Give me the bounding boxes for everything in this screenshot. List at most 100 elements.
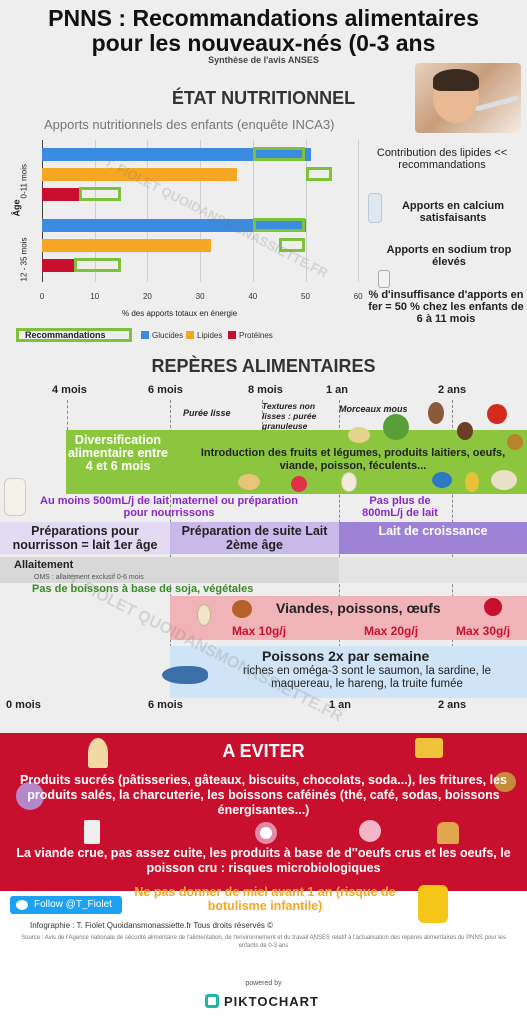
legend-lipides: Lipides [197,331,223,340]
gridline [94,140,96,282]
egg-icon [197,604,211,626]
prep2-band [170,522,339,554]
bar-lipides [42,239,211,252]
viandes-band [170,596,527,640]
y-axis-label: Âge [11,199,22,217]
x-tick-label: 30 [195,292,205,301]
hazelnut-icon [507,434,523,450]
note-calcium: Apports en calcium satisfaisants [401,200,505,224]
title-line-2: pour les nouveaux-nés (0-3 ans [91,30,436,56]
texture-puree-lisse: Purée lisse [183,408,231,418]
poissons-band [170,646,527,698]
ice-cream-icon [88,738,108,768]
fries-icon [415,738,443,758]
x-tick-label: 40 [248,292,258,301]
piktochart-brand[interactable]: PIKTOCHART [224,994,319,1009]
milk-bottle-icon [368,193,382,223]
reco-range-lipides [279,238,306,252]
legend-reco-label: Recommandations [25,330,106,340]
age-top-8-mois: 8 mois [248,384,283,396]
bar-protéines [42,259,74,272]
poissons-title: Poissons 2x par semaine [262,648,430,664]
age-bottom-2-ans: 2 ans [438,699,467,711]
prep2-text: Préparation de suite Lait 2ème âge [181,524,328,552]
y-axis-line [42,140,43,282]
lollipop-icon [359,820,381,842]
reco-range-lipides [305,167,332,181]
chicken-leg-icon [232,600,252,618]
credits-text: Infographie : T. Fiolet Quoidansmonassie… [30,921,274,930]
powered-by: powered by [245,980,282,987]
steak-icon [484,598,502,616]
honey-jar-icon [418,885,448,923]
baby-bottle-icon [4,478,26,516]
eviter-heading: A EVITER [222,741,305,761]
potato-icon [428,402,444,424]
legend-proteines-swatch [228,331,236,339]
legend-glucides-swatch [141,331,149,339]
diversification-text: Diversification alimentaire entre 4 et 6… [67,433,169,473]
x-tick-label: 0 [39,292,45,301]
max-30g: Max 30g/j [456,624,511,638]
baby-photo [415,63,521,133]
cupcake-icon [16,782,44,810]
cheese-icon [348,427,370,443]
texture-morceaux-mous: Morceaux mous [339,404,408,414]
allaitement-text: Allaitement [14,559,74,571]
lait-max-text: Pas plus de 800mL/j de lait [362,495,438,519]
gridline [200,140,202,282]
reco-range-glucides [252,147,306,161]
bar-protéines [42,188,79,201]
sucres-text: Produits sucrés (pâtisseries, gâteaux, b… [20,773,507,817]
age-top-1-an: 1 an [326,384,349,396]
reco-range-protéines [73,258,122,272]
age-bottom-0-mois: 0 mois [6,699,41,711]
dash-8m [262,400,263,430]
prep3-band [339,522,527,554]
max-20g: Max 20g/j [364,624,419,638]
dolphin-icon [162,666,208,684]
x-tick-label: 50 [301,292,310,301]
x-tick-label: 20 [142,292,152,301]
follow-twitter-button[interactable]: Follow @T_Fiolet [10,896,122,914]
piktochart-logo-icon [205,994,219,1008]
age-top-2-ans: 2 ans [438,384,467,396]
legend-proteines: Protéines [239,331,273,340]
age-bottom-1-an: 1 an [329,699,352,711]
broccoli-icon [383,414,409,440]
source-text: Source : Avis de l'Agence nationale de s… [21,935,506,949]
note-sodium: Apports en sodium trop élevés [386,244,512,268]
texture-non-lisse: Textures non lisses : purée granuleuse [262,401,317,431]
miel-text: Ne pas donner de miel avant 1 an (risque… [134,885,396,913]
age-bottom-6-mois: 6 mois [148,699,183,711]
gridline [305,140,307,282]
corn-icon [465,472,479,492]
chart-title: Apports nutritionnels des enfants (enquê… [44,117,335,132]
category-label-1: 12 - 35 mois [19,237,29,282]
lait-min-text: Au moins 500mL/j de lait maternel ou pré… [40,495,298,519]
poissons-text: riches en oméga-3 sont le saumon, la sar… [242,665,492,690]
twitter-bird-icon [16,900,28,910]
oms-text: OMS : allaitement exclusif 0-6 mois [34,574,144,581]
strawberry-icon [291,476,307,492]
legend-glucides: Glucides [152,331,184,340]
note-fer: % d'insuffisance d'apports en fer = 50 %… [368,289,524,325]
gridline [147,140,149,282]
legend-lipides-swatch [186,331,194,339]
gridline [252,140,254,282]
crue-text: La viande crue, pas assez cuite, les pro… [16,846,511,875]
soda-can-icon [84,820,100,844]
max-10g: Max 10g/j [232,624,287,638]
legend-reco-box [16,328,132,342]
bread-icon [238,474,260,490]
allaitement-band [0,557,339,583]
fish-icon [432,472,452,488]
soja-text: Pas de boissons à base de soja, végétale… [32,583,254,595]
prep1-band [0,522,170,554]
x-tick-label: 60 [353,292,363,301]
reco-range-glucides [252,218,306,232]
reco-range-protéines [78,187,122,201]
note-lipides: Contribution des lipides << recommandati… [376,147,508,171]
age-top-4-mois: 4 mois [52,384,87,396]
bar-lipides [42,168,237,181]
